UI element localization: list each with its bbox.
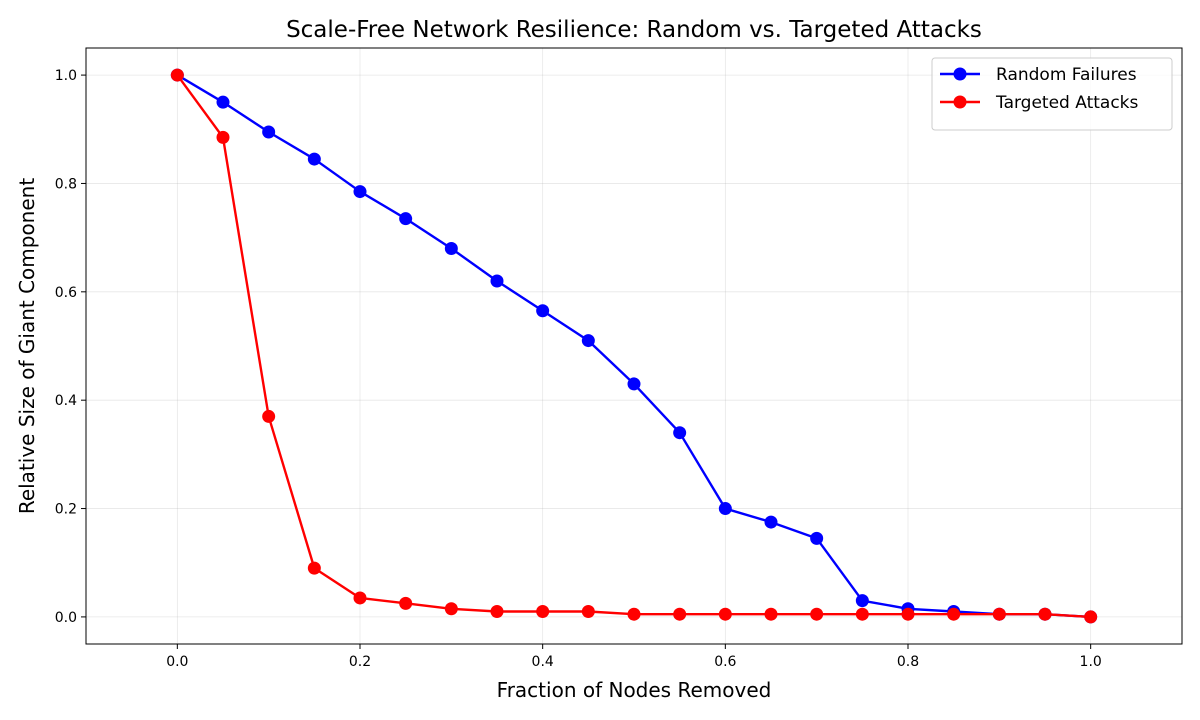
data-point-random-failures bbox=[490, 274, 504, 288]
data-point-targeted-attacks bbox=[170, 68, 184, 82]
data-point-random-failures bbox=[262, 125, 276, 139]
data-point-random-failures bbox=[810, 531, 824, 545]
x-tick-label: 0.8 bbox=[897, 654, 919, 670]
data-point-targeted-attacks bbox=[764, 607, 778, 621]
legend-marker-random-failures bbox=[953, 67, 967, 81]
y-axis-label: Relative Size of Giant Component bbox=[15, 178, 39, 515]
data-point-targeted-attacks bbox=[1084, 610, 1098, 624]
data-point-random-failures bbox=[536, 304, 550, 318]
data-point-targeted-attacks bbox=[627, 607, 641, 621]
ticks: 0.0 0.2 0.4 0.6 0.8 1.0 0.0 0.2 0.4 0.6 0.8 1.0 bbox=[55, 68, 1102, 670]
data-point-random-failures bbox=[764, 515, 778, 529]
data-point-targeted-attacks bbox=[673, 607, 687, 621]
data-point-random-failures bbox=[855, 594, 869, 608]
data-point-targeted-attacks bbox=[536, 604, 550, 618]
data-point-targeted-attacks bbox=[444, 602, 458, 616]
y-tick-label: 0.4 bbox=[55, 393, 77, 409]
data-point-random-failures bbox=[581, 334, 595, 348]
x-tick-label: 0.2 bbox=[349, 654, 371, 670]
x-tick-label: 1.0 bbox=[1080, 654, 1102, 670]
y-tick-label: 1.0 bbox=[55, 68, 77, 84]
series-layer bbox=[170, 68, 1098, 624]
plot-frame bbox=[85, 47, 1183, 645]
y-tick-label: 0.2 bbox=[55, 502, 77, 518]
data-point-targeted-attacks bbox=[947, 607, 961, 621]
legend-box bbox=[931, 57, 1173, 131]
data-point-random-failures bbox=[627, 377, 641, 391]
data-point-targeted-attacks bbox=[581, 604, 595, 618]
data-point-targeted-attacks bbox=[262, 409, 276, 423]
data-point-targeted-attacks bbox=[992, 607, 1006, 621]
data-point-targeted-attacks bbox=[353, 591, 367, 605]
data-point-targeted-attacks bbox=[399, 596, 413, 610]
data-point-random-failures bbox=[216, 95, 230, 109]
data-point-random-failures bbox=[353, 185, 367, 199]
data-point-targeted-attacks bbox=[216, 130, 230, 144]
data-point-targeted-attacks bbox=[855, 607, 869, 621]
data-point-targeted-attacks bbox=[307, 561, 321, 575]
data-point-random-failures bbox=[718, 502, 732, 516]
x-axis-label: Fraction of Nodes Removed bbox=[497, 678, 772, 702]
data-point-targeted-attacks bbox=[1038, 607, 1052, 621]
data-point-targeted-attacks bbox=[490, 604, 504, 618]
x-tick-label: 0.6 bbox=[714, 654, 736, 670]
y-tick-label: 0.6 bbox=[55, 285, 77, 301]
data-point-targeted-attacks bbox=[718, 607, 732, 621]
data-point-random-failures bbox=[399, 212, 413, 226]
data-point-random-failures bbox=[444, 241, 458, 255]
x-tick-label: 0.0 bbox=[166, 654, 188, 670]
series-targeted-attacks bbox=[170, 68, 1098, 624]
data-point-targeted-attacks bbox=[810, 607, 824, 621]
legend: Random Failures Targeted Attacks bbox=[931, 57, 1173, 131]
y-tick-label: 0.8 bbox=[55, 176, 77, 192]
data-point-random-failures bbox=[673, 426, 687, 440]
chart-title: Scale-Free Network Resilience: Random vs… bbox=[286, 17, 982, 43]
y-tick-label: 0.0 bbox=[55, 610, 77, 626]
x-tick-label: 0.4 bbox=[532, 654, 554, 670]
legend-marker-targeted-attacks bbox=[953, 95, 967, 109]
data-point-targeted-attacks bbox=[901, 607, 915, 621]
legend-label-targeted-attacks: Targeted Attacks bbox=[995, 93, 1139, 113]
data-point-random-failures bbox=[307, 152, 321, 166]
legend-label-random-failures: Random Failures bbox=[996, 65, 1137, 85]
